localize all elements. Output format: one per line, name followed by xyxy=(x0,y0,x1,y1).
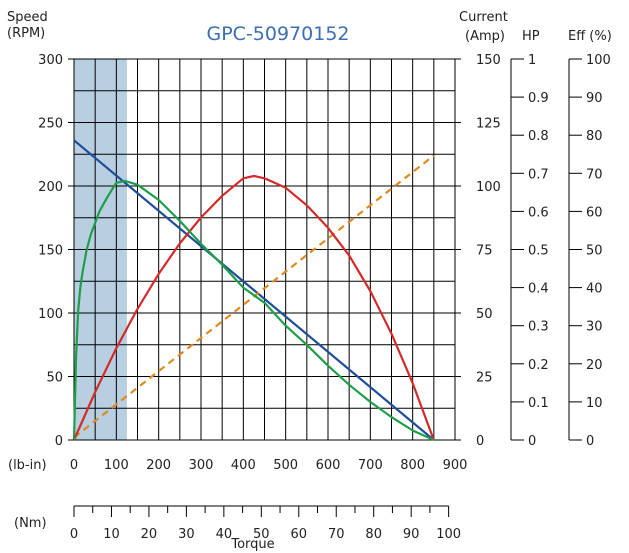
x-tick-label: 200 xyxy=(146,458,171,473)
speed-axis-label-line1: Speed xyxy=(7,10,48,25)
current-tick-label: 0 xyxy=(476,434,484,449)
nm-tick-label: 10 xyxy=(103,527,120,542)
eff-tick-label: 50 xyxy=(586,244,603,259)
eff-tick-label: 40 xyxy=(586,282,603,297)
hp-tick-label: 0.3 xyxy=(528,320,549,335)
x-tick-label: 300 xyxy=(189,458,214,473)
hp-tick-label: 0.7 xyxy=(528,167,549,182)
eff-tick-label: 10 xyxy=(586,396,603,411)
nm-tick-label: 60 xyxy=(291,527,308,542)
eff-axis-label: Eff (%) xyxy=(568,29,612,44)
current-tick-label: 100 xyxy=(476,180,501,195)
x-tick-label: 400 xyxy=(231,458,256,473)
current-axis-label-line1: Current xyxy=(459,10,508,25)
x-axis-label: Torque xyxy=(230,537,274,552)
x-tick-label: 700 xyxy=(358,458,383,473)
x-tick-label: 100 xyxy=(104,458,129,473)
nm-tick-label: 70 xyxy=(328,527,345,542)
x-tick-label: 800 xyxy=(400,458,425,473)
x-unit-primary-label: (lb-in) xyxy=(8,458,47,473)
speed-axis-label-line2: (RPM) xyxy=(7,26,45,41)
eff-tick-label: 20 xyxy=(586,358,603,373)
series-layer xyxy=(72,139,435,442)
eff-tick-label: 100 xyxy=(586,53,611,68)
hp-tick-label: 0.8 xyxy=(528,129,549,144)
hp-tick-label: 0.6 xyxy=(528,205,549,220)
current-tick-label: 75 xyxy=(476,244,493,259)
hp-tick-label: 1 xyxy=(528,53,536,68)
eff-tick-label: 70 xyxy=(586,167,603,182)
x-tick-label: 0 xyxy=(70,458,78,473)
nm-tick-label: 0 xyxy=(70,527,78,542)
speed-tick-label: 50 xyxy=(46,371,63,386)
speed-tick-label: 0 xyxy=(55,434,63,449)
nm-tick-label: 50 xyxy=(253,527,270,542)
hp-tick-label: 0.5 xyxy=(528,244,549,259)
eff-tick-label: 90 xyxy=(586,91,603,106)
hp-tick-label: 0.1 xyxy=(528,396,549,411)
eff-tick-label: 60 xyxy=(586,205,603,220)
eff-tick-label: 80 xyxy=(586,129,603,144)
x-tick-label: 600 xyxy=(316,458,341,473)
nm-tick-label: 40 xyxy=(216,527,233,542)
hp-tick-label: 0.4 xyxy=(528,282,549,297)
efficiency-series-line xyxy=(72,179,435,442)
speed-tick-label: 100 xyxy=(38,307,63,322)
eff-tick-label: 0 xyxy=(586,434,594,449)
speed-tick-label: 250 xyxy=(38,117,63,132)
speed-series-line xyxy=(73,139,435,441)
current-tick-label: 125 xyxy=(476,117,501,132)
hp-tick-label: 0 xyxy=(528,434,536,449)
x-tick-label: 500 xyxy=(273,458,298,473)
hp-tick-label: 0.2 xyxy=(528,358,549,373)
nm-tick-label: 80 xyxy=(365,527,382,542)
nm-tick-label: 100 xyxy=(436,527,461,542)
speed-tick-label: 200 xyxy=(38,180,63,195)
current-tick-label: 150 xyxy=(476,53,501,68)
current-axis-label-line2: (Amp) xyxy=(465,29,505,44)
nm-tick-label: 20 xyxy=(141,527,158,542)
current-tick-label: 50 xyxy=(476,307,493,322)
hp-axis-label: HP xyxy=(522,29,540,44)
speed-tick-label: 150 xyxy=(38,244,63,259)
power-series-line xyxy=(72,174,435,441)
x-unit-secondary-label: (Nm) xyxy=(14,516,47,531)
eff-tick-label: 30 xyxy=(586,320,603,335)
current-tick-label: 25 xyxy=(476,371,493,386)
nm-tick-label: 30 xyxy=(178,527,195,542)
hp-tick-label: 0.9 xyxy=(528,91,549,106)
x-tick-label: 900 xyxy=(443,458,468,473)
speed-tick-label: 300 xyxy=(38,53,63,68)
axes: 050100150200250300025507510012515000.10.… xyxy=(38,53,611,542)
chart-title: GPC-50970152 xyxy=(206,23,349,45)
nm-tick-label: 90 xyxy=(403,527,420,542)
